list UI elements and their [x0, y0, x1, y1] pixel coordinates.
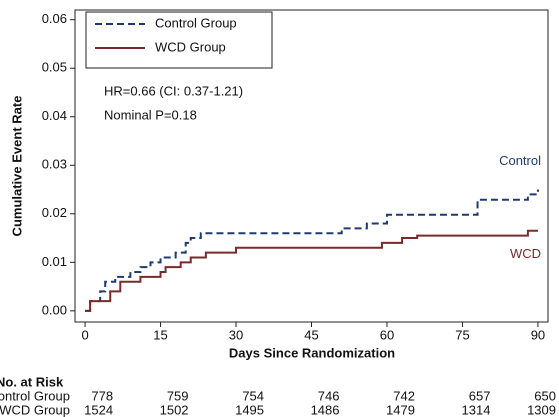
legend-box [85, 11, 273, 69]
x-tick-label: 90 [531, 327, 545, 342]
risk-value: 1314 [462, 402, 491, 417]
risk-row-label: Control Group [0, 388, 70, 403]
y-tick-label: 0.06 [42, 11, 67, 26]
km-curve [85, 189, 539, 312]
y-tick-label: 0.00 [42, 302, 67, 317]
risk-row-label: WCD Group [0, 402, 70, 417]
end-label: Control [499, 153, 541, 168]
legend-label: Control Group [155, 15, 237, 30]
y-tick-label: 0.01 [42, 254, 67, 269]
x-tick-label: 15 [153, 327, 167, 342]
risk-table-title: No. at Risk [0, 374, 64, 389]
risk-value: 778 [91, 388, 113, 403]
risk-value: 742 [393, 388, 415, 403]
risk-value: 657 [469, 388, 491, 403]
x-tick-label: 45 [304, 327, 318, 342]
risk-value: 746 [318, 388, 340, 403]
risk-value: 754 [242, 388, 264, 403]
risk-value: 1486 [311, 402, 340, 417]
x-axis-label: Days Since Randomization [229, 345, 395, 360]
annotation: HR=0.66 (CI: 0.37-1.21) [104, 83, 243, 98]
risk-value: 759 [167, 388, 189, 403]
km-curve [85, 229, 538, 312]
risk-value: 650 [534, 388, 556, 403]
annotation: Nominal P=0.18 [104, 107, 197, 122]
y-tick-label: 0.04 [42, 108, 67, 123]
risk-value: 1502 [160, 402, 189, 417]
x-tick-label: 60 [380, 327, 394, 342]
y-tick-label: 0.03 [42, 157, 67, 172]
risk-value: 1524 [84, 402, 113, 417]
legend-label: WCD Group [155, 39, 226, 54]
y-tick-label: 0.02 [42, 205, 67, 220]
risk-value: 1309 [527, 402, 556, 417]
y-tick-label: 0.05 [42, 60, 67, 75]
y-axis-label: Cumulative Event Rate [9, 96, 24, 237]
x-tick-label: 75 [455, 327, 469, 342]
x-tick-label: 0 [81, 327, 88, 342]
end-label: WCD [510, 246, 541, 261]
x-tick-label: 30 [229, 327, 243, 342]
risk-value: 1479 [386, 402, 415, 417]
risk-value: 1495 [235, 402, 264, 417]
